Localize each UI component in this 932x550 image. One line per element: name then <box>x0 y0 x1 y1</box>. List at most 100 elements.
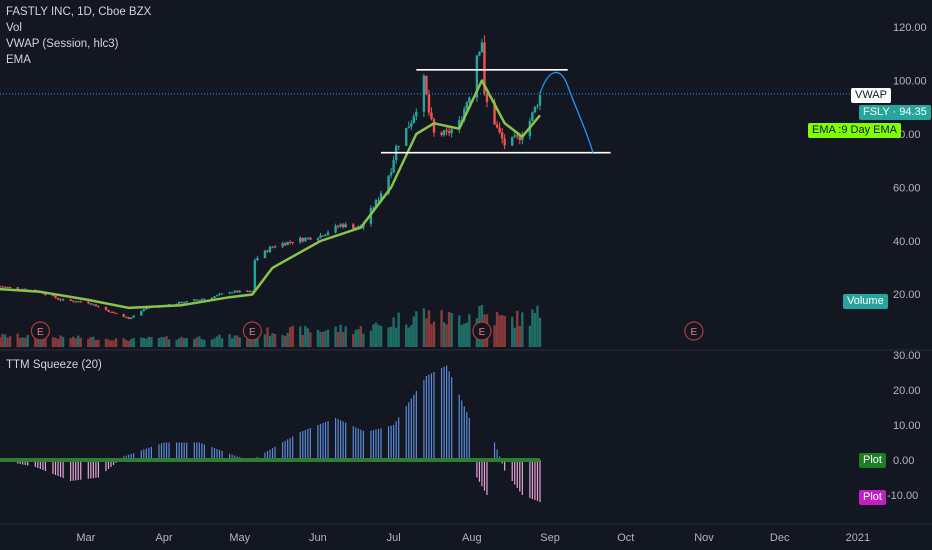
squeeze-bar <box>42 460 44 470</box>
candle-body <box>445 130 448 132</box>
candle-body <box>220 293 224 295</box>
volume-bar <box>268 335 272 347</box>
volume-bar <box>114 338 118 347</box>
candle-body <box>61 299 65 301</box>
volume-bar <box>200 339 204 347</box>
legend-ema[interactable]: EMA <box>6 54 31 66</box>
squeeze-bar <box>178 442 180 460</box>
candle-body <box>185 301 188 303</box>
volume-bar <box>230 338 234 347</box>
volume-bar <box>34 334 37 347</box>
squeeze-bar <box>534 460 536 500</box>
squeeze-bar <box>463 406 465 460</box>
volume-bar <box>352 334 355 347</box>
squeeze-title[interactable]: TTM Squeeze (20) <box>6 359 102 371</box>
grid-lines <box>0 349 932 525</box>
volume-bar <box>425 318 428 347</box>
squeeze-bar <box>231 454 233 460</box>
earnings-marker[interactable]: E <box>30 321 50 341</box>
volume-bar <box>450 313 453 347</box>
squeeze-bar <box>539 460 541 502</box>
volume-bar <box>440 310 443 347</box>
earnings-marker[interactable]: E <box>684 321 704 341</box>
candle-body <box>251 291 254 293</box>
squeeze-bar <box>370 430 372 460</box>
candle-body <box>407 126 410 129</box>
squeeze-bar <box>531 460 534 499</box>
volume-bar <box>533 312 537 347</box>
squeeze-bar <box>377 428 380 460</box>
candle-body <box>511 136 514 146</box>
volume-bar <box>26 334 29 347</box>
time-tick-label: Apr <box>155 532 172 544</box>
candle-body <box>357 226 360 228</box>
volume-bar <box>79 337 82 347</box>
squeeze-bar <box>319 424 322 460</box>
projection-curve <box>539 71 594 153</box>
volume-bar <box>273 334 277 347</box>
squeeze-bar <box>448 371 450 460</box>
squeeze-bar <box>342 421 344 460</box>
legend-volume[interactable]: Vol <box>6 22 22 34</box>
volume-bar <box>132 338 135 347</box>
volume-bar <box>326 329 330 347</box>
candle-body <box>59 299 62 301</box>
squeeze-bar <box>317 425 319 460</box>
candle-body <box>109 311 113 313</box>
squeeze-bar <box>95 460 97 478</box>
candle-body <box>0 286 2 288</box>
candle-body <box>301 238 304 242</box>
candle-body <box>430 112 433 120</box>
vwap-tag: VWAP <box>851 88 891 103</box>
volume-bar <box>167 339 171 347</box>
candle-body <box>309 237 312 240</box>
volume-bar <box>498 315 501 347</box>
candle-body <box>304 237 307 242</box>
earnings-marker[interactable]: E <box>472 321 492 341</box>
candle-body <box>493 101 496 125</box>
squeeze-bar <box>493 442 496 460</box>
volume-bar <box>203 339 206 347</box>
squeeze-bar <box>264 452 266 460</box>
symbol-title[interactable]: FASTLY INC, 1D, Cboe BZX <box>6 6 152 18</box>
candle-body <box>71 300 75 302</box>
squeeze-bar <box>198 442 200 460</box>
volume-bar <box>271 333 274 347</box>
candle-body <box>97 306 100 308</box>
squeeze-bar <box>521 460 523 495</box>
volume-bars <box>0 304 542 347</box>
candle-body <box>180 302 183 304</box>
candle-body <box>238 290 241 293</box>
candle-body <box>87 301 90 304</box>
oscillator-axis: 30.00 20.00 10.00 0.00 -10.00 <box>887 350 921 502</box>
candle-body <box>344 224 347 228</box>
volume-bar <box>177 338 181 347</box>
volume-bar <box>334 326 337 347</box>
candle-body <box>334 225 337 233</box>
candle-body <box>195 299 199 301</box>
squeeze-bar <box>80 460 82 480</box>
volume-bar <box>458 315 461 347</box>
volume-bar <box>266 327 269 347</box>
volume-bar <box>319 331 322 347</box>
candle-body <box>140 310 143 316</box>
squeeze-bar <box>72 460 74 481</box>
candle-body <box>415 111 418 117</box>
earnings-circle <box>472 321 492 341</box>
squeeze-bar <box>390 425 392 460</box>
legend-vwap[interactable]: VWAP (Session, hlc3) <box>6 38 119 50</box>
candle-body <box>273 246 277 248</box>
squeeze-bar <box>375 429 377 460</box>
volume-bar <box>415 311 418 347</box>
candle-body <box>16 287 19 290</box>
volume-bar <box>162 337 166 347</box>
time-tick-label: Mar <box>76 532 95 544</box>
earnings-marker[interactable]: E <box>242 321 262 341</box>
squeeze-bar <box>158 444 160 460</box>
candle-body <box>405 128 408 146</box>
candle-body <box>432 119 436 133</box>
time-tick-label: Oct <box>617 532 634 544</box>
squeeze-bar <box>284 440 286 460</box>
